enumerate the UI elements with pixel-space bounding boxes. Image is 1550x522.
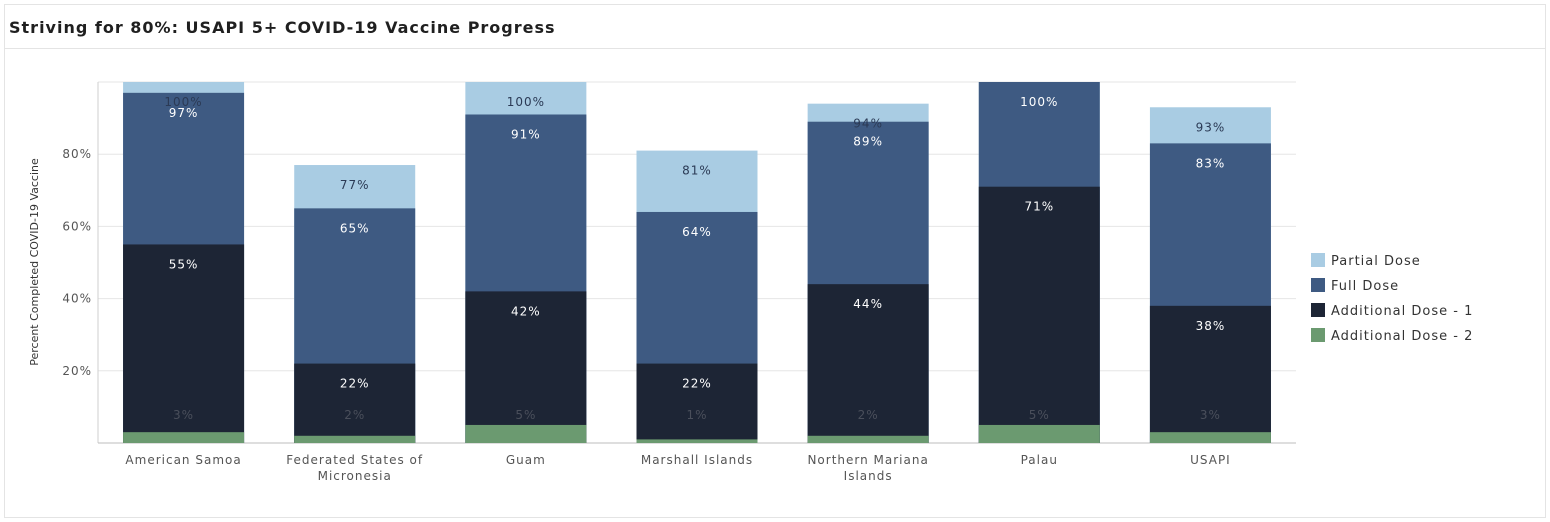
x-tick-label: Northern Mariana <box>807 453 928 467</box>
bar-additional-dose-2 <box>123 432 245 443</box>
y-tick-label: 60% <box>62 219 92 233</box>
data-label: 22% <box>340 377 370 391</box>
legend-swatch <box>1311 328 1325 342</box>
data-label: 38% <box>1196 319 1226 333</box>
data-label: 22% <box>682 377 712 391</box>
bars <box>123 82 1271 444</box>
bar-additional-dose-2 <box>978 424 1100 443</box>
data-label: 100% <box>507 95 545 109</box>
y-tick-label: 40% <box>62 292 92 306</box>
legend-swatch <box>1311 253 1325 267</box>
data-label: 42% <box>511 304 541 318</box>
x-tick-label: Micronesia <box>318 469 392 483</box>
y-tick-label: 20% <box>62 364 92 378</box>
x-tick-label: American Samoa <box>125 453 241 467</box>
data-label: 93% <box>1196 120 1226 134</box>
bar-additional-dose-1 <box>123 244 245 443</box>
data-label: 100% <box>1020 95 1058 109</box>
legend-label: Partial Dose <box>1331 254 1421 269</box>
y-axis-label: Percent Completed COVID-19 Vaccine <box>28 158 41 366</box>
bar-additional-dose-2 <box>465 424 587 443</box>
data-label: 5% <box>515 408 536 422</box>
data-label: 44% <box>853 297 883 311</box>
data-label: 3% <box>1200 408 1221 422</box>
data-label: 83% <box>1196 156 1226 170</box>
bar-additional-dose-1 <box>807 284 929 443</box>
x-tick-label: Federated States of <box>286 453 423 467</box>
x-tick-label: Islands <box>844 469 893 483</box>
bar-additional-dose-1 <box>294 363 416 443</box>
legend-swatch <box>1311 278 1325 292</box>
x-tick-label: Marshall Islands <box>641 453 753 467</box>
bar-additional-dose-1 <box>1149 305 1271 443</box>
chart-panel: Striving for 80%: USAPI 5+ COVID-19 Vacc… <box>4 4 1546 518</box>
data-label: 97% <box>169 106 199 120</box>
x-tick-label: USAPI <box>1190 453 1231 467</box>
bar-additional-dose-2 <box>636 439 758 443</box>
x-tick-label: Guam <box>506 453 546 467</box>
data-label: 77% <box>340 178 370 192</box>
data-labels: 100%97%55%3%77%65%22%2%100%91%42%5%81%64… <box>164 95 1226 422</box>
legend-label: Additional Dose - 1 <box>1331 304 1473 319</box>
data-label: 2% <box>344 408 365 422</box>
x-axis: American Samoa Federated States of Microne… <box>125 453 1231 483</box>
data-label: 71% <box>1024 200 1054 214</box>
y-tick-label: 80% <box>62 147 92 161</box>
bar-additional-dose-1 <box>465 291 587 443</box>
bar-additional-dose-2 <box>807 435 929 443</box>
legend-label: Additional Dose - 2 <box>1331 329 1473 344</box>
legend-swatch <box>1311 303 1325 317</box>
data-label: 2% <box>858 408 879 422</box>
data-label: 1% <box>686 408 707 422</box>
data-label: 64% <box>682 225 712 239</box>
data-label: 65% <box>340 221 370 235</box>
data-label: 55% <box>169 257 199 271</box>
legend-label: Full Dose <box>1331 279 1399 294</box>
data-label: 5% <box>1029 408 1050 422</box>
chart-title: Striving for 80%: USAPI 5+ COVID-19 Vacc… <box>9 18 556 37</box>
legend: Partial Dose Full Dose Additional Dose - 1… <box>1311 253 1473 344</box>
data-label: 91% <box>511 127 541 141</box>
bar-additional-dose-2 <box>294 435 416 443</box>
title-bar: Striving for 80%: USAPI 5+ COVID-19 Vacc… <box>5 5 1545 49</box>
bar-additional-dose-1 <box>978 186 1100 443</box>
data-label: 81% <box>682 164 712 178</box>
data-label: 89% <box>853 135 883 149</box>
bar-additional-dose-1 <box>636 363 758 443</box>
data-label: 94% <box>853 117 883 131</box>
bar-additional-dose-2 <box>1149 432 1271 443</box>
x-tick-label: Palau <box>1021 453 1058 467</box>
data-label: 3% <box>173 408 194 422</box>
data-label: 100% <box>164 95 202 109</box>
